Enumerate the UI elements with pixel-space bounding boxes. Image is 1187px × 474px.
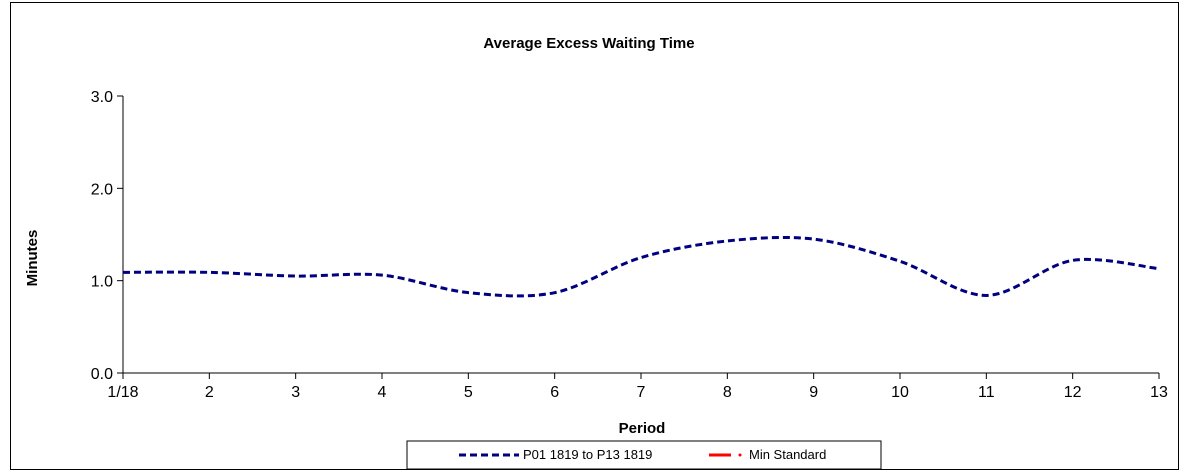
y-tick-label: 3.0 <box>91 89 113 106</box>
legend: P01 1819 to P13 1819 Min Standard <box>406 440 882 469</box>
x-tick-label: 12 <box>1064 384 1082 401</box>
y-axis: 0.0 1.0 2.0 3.0 <box>91 89 124 383</box>
x-tick-label: 13 <box>1150 384 1168 401</box>
y-tick-label: 2.0 <box>91 181 113 198</box>
x-tick-label: 2 <box>205 384 214 401</box>
chart-title: Average Excess Waiting Time <box>483 35 694 52</box>
x-axis-title: Period <box>619 420 666 437</box>
x-axis: 1/18 2 3 4 5 6 7 8 9 10 11 12 13 <box>107 372 1168 401</box>
x-tick-label: 8 <box>723 384 732 401</box>
x-tick-label: 11 <box>978 384 995 401</box>
x-tick-label: 3 <box>291 384 300 401</box>
x-tick-label: 4 <box>378 384 387 401</box>
chart: Average Excess Waiting Time 0.0 1.0 2.0 3.0… <box>24 35 1168 469</box>
x-tick-label: 9 <box>809 384 818 401</box>
x-tick-label: 7 <box>637 384 646 401</box>
legend-marker <box>738 453 742 457</box>
legend-label: P01 1819 to P13 1819 <box>523 447 652 462</box>
chart-frame: Average Excess Waiting Time 0.0 1.0 2.0 3.0… <box>10 2 1179 470</box>
y-tick-label: 0.0 <box>91 366 113 383</box>
x-tick-label: 10 <box>891 384 909 401</box>
series-line <box>122 236 1160 298</box>
y-tick-label: 1.0 <box>91 274 113 291</box>
legend-label: Min Standard <box>749 447 826 462</box>
x-tick-label: 5 <box>464 384 473 401</box>
x-tick-label: 1/18 <box>107 384 138 401</box>
y-axis-title: Minutes <box>24 230 41 287</box>
x-tick-label: 6 <box>550 384 559 401</box>
series-layer <box>122 236 1160 298</box>
